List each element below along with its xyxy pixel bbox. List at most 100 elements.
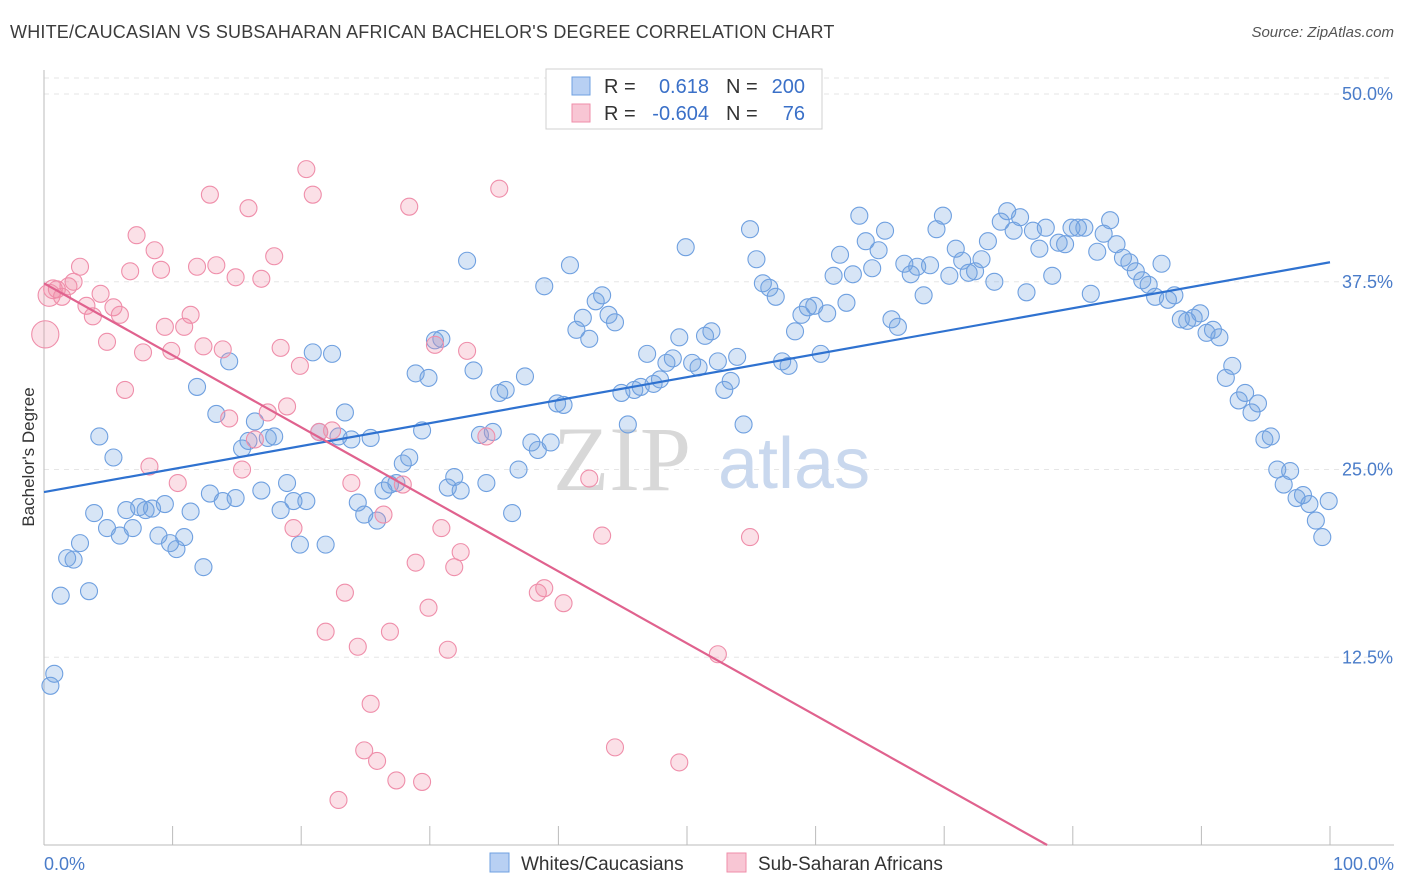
point-whites xyxy=(58,549,77,568)
point-whites xyxy=(1088,242,1107,261)
stats-legend: R = 0.618 N = 200 R = -0.604 N = 76 xyxy=(545,68,823,130)
point-subsaharan xyxy=(458,341,477,360)
point-whites xyxy=(85,504,104,523)
point-subsaharan xyxy=(110,305,129,324)
point-whites xyxy=(194,558,213,577)
point-subsaharan xyxy=(290,356,309,375)
legend-n-label-pink: N = xyxy=(726,103,758,125)
point-whites xyxy=(155,495,174,514)
point-whites xyxy=(740,220,760,239)
point-whites xyxy=(715,380,734,399)
point-whites xyxy=(721,371,740,390)
point-whites xyxy=(503,504,522,523)
point-subsaharan xyxy=(145,241,164,260)
point-subsaharan xyxy=(740,528,760,547)
point-whites xyxy=(136,501,155,520)
legend-label-whites: Whites/Caucasians xyxy=(521,854,684,875)
point-whites xyxy=(1101,211,1120,230)
watermark-zip: ZIP xyxy=(553,408,691,510)
point-subsaharan xyxy=(127,226,146,245)
x-axis-ticks xyxy=(43,826,1331,845)
point-subsaharan xyxy=(303,185,322,204)
point-whites xyxy=(515,367,535,386)
point-whites xyxy=(837,293,856,312)
point-subsaharan xyxy=(284,519,303,538)
point-subsaharan xyxy=(432,519,451,538)
point-subsaharan xyxy=(400,197,419,216)
point-subsaharan xyxy=(361,694,380,713)
legend-swatch-subsaharan xyxy=(726,852,747,873)
point-whites xyxy=(1043,266,1062,285)
point-whites xyxy=(79,582,99,601)
stats-legend-box xyxy=(545,68,823,130)
point-subsaharan xyxy=(168,473,187,493)
point-whites xyxy=(728,347,747,366)
point-whites xyxy=(123,519,142,538)
point-subsaharan xyxy=(31,320,60,349)
legend-n-value-blue: 200 xyxy=(772,76,805,98)
y-tick-label: 37.5% xyxy=(1342,272,1393,292)
point-subsaharan xyxy=(297,160,316,179)
point-whites xyxy=(45,664,64,683)
point-whites xyxy=(599,305,618,324)
point-whites xyxy=(1236,383,1255,402)
watermark: ZIP atlas xyxy=(553,408,870,510)
point-whites xyxy=(323,344,342,363)
point-whites xyxy=(284,492,303,511)
point-subsaharan xyxy=(252,269,271,288)
point-whites xyxy=(593,286,612,305)
point-whites xyxy=(1248,394,1268,413)
point-whites xyxy=(818,304,837,323)
point-whites xyxy=(1293,486,1313,505)
point-whites xyxy=(1152,254,1171,273)
point-subsaharan xyxy=(115,380,135,399)
source-label: Source: ZipAtlas.com xyxy=(1251,24,1394,41)
point-whites xyxy=(798,298,817,317)
point-whites xyxy=(921,256,940,275)
point-subsaharan xyxy=(535,579,554,598)
point-whites xyxy=(1036,218,1055,237)
watermark-atlas: atlas xyxy=(718,424,870,504)
point-subsaharan xyxy=(387,771,406,790)
point-whites xyxy=(940,266,959,285)
point-subsaharan xyxy=(380,622,399,641)
point-whites xyxy=(734,415,753,434)
point-subsaharan xyxy=(477,427,496,446)
y-axis-title: Bachelor's Degree xyxy=(19,387,38,526)
point-whites xyxy=(535,277,554,296)
point-subsaharan xyxy=(194,337,213,356)
point-whites xyxy=(1281,461,1300,481)
point-subsaharan xyxy=(155,317,174,336)
point-subsaharan xyxy=(355,741,374,760)
point-whites xyxy=(875,221,895,240)
point-whites xyxy=(747,250,766,269)
y-tick-label: 50.0% xyxy=(1342,84,1393,104)
point-whites xyxy=(181,502,200,521)
x-tick-label-max: 100.0% xyxy=(1333,854,1394,874)
point-whites xyxy=(1313,528,1332,547)
point-whites xyxy=(425,331,444,350)
point-subsaharan xyxy=(91,284,110,303)
point-whites xyxy=(1120,253,1139,272)
point-whites xyxy=(187,377,207,396)
legend-r-label-pink: R = xyxy=(604,103,636,125)
legend-swatch-whites xyxy=(489,852,510,873)
point-whites xyxy=(51,586,70,605)
point-subsaharan xyxy=(425,335,444,354)
point-subsaharan xyxy=(329,790,348,809)
point-whites xyxy=(303,343,322,362)
point-whites xyxy=(451,481,470,500)
point-subsaharan xyxy=(445,558,464,577)
point-subsaharan xyxy=(413,772,432,791)
point-whites xyxy=(638,344,657,363)
point-subsaharan xyxy=(151,260,171,279)
point-whites xyxy=(335,403,354,422)
point-subsaharan xyxy=(187,257,207,276)
point-whites xyxy=(278,473,297,493)
point-whites xyxy=(1030,239,1049,258)
legend-r-value-pink: -0.604 xyxy=(652,103,709,125)
chart-title: WHITE/CAUCASIAN VS SUBSAHARAN AFRICAN BA… xyxy=(10,22,835,42)
point-whites xyxy=(766,287,785,306)
point-subsaharan xyxy=(342,473,361,493)
point-whites xyxy=(90,427,109,446)
